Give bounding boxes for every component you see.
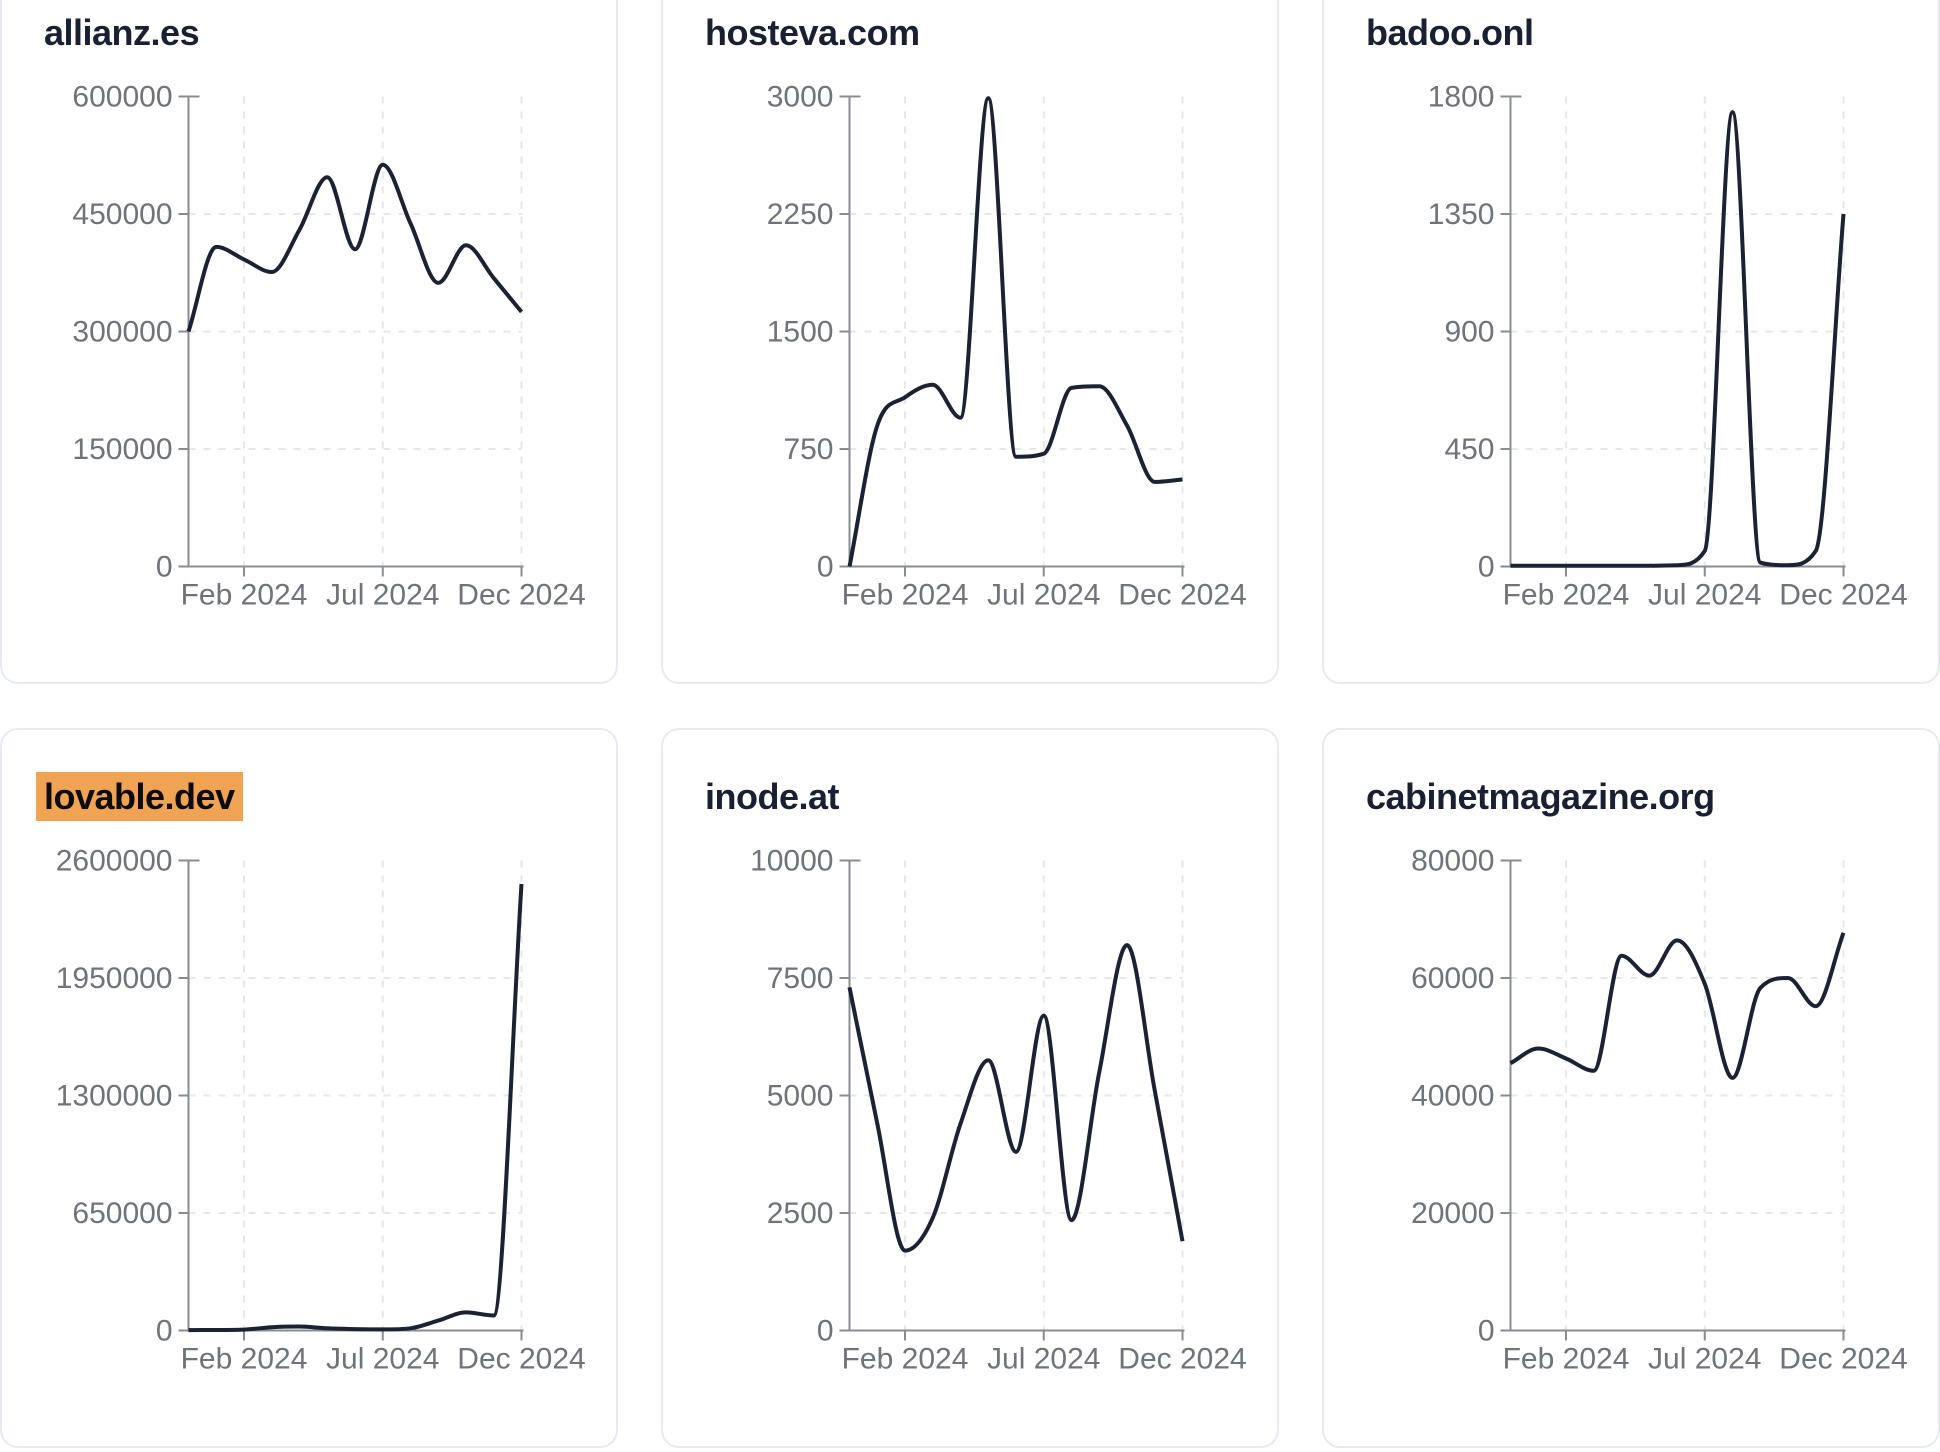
domain-label: cabinetmagazine.org [1366,776,1715,817]
y-tick-label: 10000 [750,845,833,878]
chart-title: lovable.dev [36,772,243,821]
chart-card-hosteva: hosteva.com 0 750 1500 2250 3000 Feb 2024 Jul … [661,0,1279,684]
traffic-line-chart: 0 450 900 1350 1800 Feb 2024 Jul 2024 Dec 2024 [1428,81,1908,612]
axes [839,859,1185,1341]
chart-card-badoo: badoo.onl 0 450 900 1350 1800 Feb 2024 Jul 202… [1322,0,1940,684]
gridlines [1510,860,1845,1331]
chart-card-cabinetmagazine: cabinetmagazine.org 0 20000 40000 60000 8000… [1322,728,1940,1448]
x-tick-label: Feb 2024 [842,579,969,612]
gridlines [188,860,523,1331]
y-tick-label: 0 [1478,1315,1495,1348]
data-line [1509,932,1846,1080]
y-tick-label: 0 [156,1315,173,1348]
traffic-line-chart: 0 20000 40000 60000 80000 Feb 2024 Jul 2024 Dec… [1411,845,1908,1376]
domain-label: allianz.es [44,12,200,53]
x-tick-label: Jul 2024 [987,579,1100,612]
chart-title: hosteva.com [705,12,920,53]
traffic-line-chart: 0 150000 300000 450000 600000 Feb 2024 Jul 202… [72,81,585,612]
gridlines [1510,96,1845,567]
y-tick-label: 60000 [1411,962,1494,995]
y-tick-label: 1800 [1428,81,1495,114]
axes [178,95,524,577]
y-tick-label: 450 [1444,433,1494,466]
domain-label: badoo.onl [1366,12,1534,53]
y-tick-label: 450000 [72,198,172,231]
traffic-line-chart: 0 2500 5000 7500 10000 Feb 2024 Jul 2024 Dec 20… [750,845,1247,1376]
x-tick-label: Dec 2024 [457,579,585,612]
chart-card-inode: inode.at 0 2500 5000 7500 10000 Feb 2024 Jul 2… [661,728,1279,1448]
x-tick-label: Jul 2024 [326,579,439,612]
chart-title: inode.at [705,776,840,817]
y-tick-label: 1500 [767,316,834,349]
tick-labels: 0 2500 5000 7500 10000 Feb 2024 Jul 2024 Dec 20… [750,845,1247,1376]
x-tick-label: Feb 2024 [181,1343,308,1376]
tick-labels: 0 450 900 1350 1800 Feb 2024 Jul 2024 Dec 2024 [1428,81,1908,612]
data-line [847,96,1183,567]
y-tick-label: 600000 [72,81,172,114]
y-tick-label: 1300000 [56,1080,173,1113]
x-tick-label: Jul 2024 [1648,1343,1761,1376]
y-tick-label: 1350 [1428,198,1495,231]
domain-label: hosteva.com [705,12,920,53]
x-tick-label: Jul 2024 [326,1343,439,1376]
x-tick-label: Feb 2024 [1503,1343,1630,1376]
traffic-line-chart: 0 750 1500 2250 3000 Feb 2024 Jul 2024 Dec 2024 [767,81,1247,612]
x-tick-label: Feb 2024 [1503,579,1630,612]
gridlines [849,860,1184,1331]
tick-labels: 0 650000 1300000 1950000 2600000 Feb 2024 Jul … [56,845,586,1376]
gridlines [849,96,1184,567]
y-tick-label: 0 [156,551,173,584]
x-tick-label: Dec 2024 [457,1343,585,1376]
chart-card-allianz: allianz.es 0 150000 300000 450000 600000 Feb … [0,0,618,684]
x-tick-label: Jul 2024 [1648,579,1761,612]
chart-title: cabinetmagazine.org [1366,776,1715,817]
chart-title: allianz.es [44,12,200,53]
gridlines [188,96,523,567]
data-line [847,943,1185,1253]
y-tick-label: 2500 [767,1197,834,1230]
y-tick-label: 0 [817,1315,834,1348]
tick-labels: 0 750 1500 2250 3000 Feb 2024 Jul 2024 Dec 2024 [767,81,1247,612]
traffic-line-chart: 0 650000 1300000 1950000 2600000 Feb 2024 Jul … [56,845,586,1376]
tick-labels: 0 150000 300000 450000 600000 Feb 2024 Jul 202… [72,81,585,612]
y-tick-label: 750 [783,433,833,466]
axes [839,95,1185,577]
x-tick-label: Dec 2024 [1779,1343,1907,1376]
y-tick-label: 20000 [1411,1197,1494,1230]
x-tick-label: Feb 2024 [842,1343,969,1376]
y-tick-label: 5000 [767,1080,834,1113]
axes [1500,95,1846,577]
y-tick-label: 7500 [767,962,834,995]
y-tick-label: 150000 [72,433,172,466]
y-tick-label: 0 [817,551,834,584]
x-tick-label: Jul 2024 [987,1343,1100,1376]
data-line [186,162,524,333]
domain-label-highlighted: lovable.dev [36,772,243,821]
y-tick-label: 3000 [767,81,834,114]
y-tick-label: 1950000 [56,962,173,995]
data-line [188,883,524,1333]
y-tick-label: 650000 [72,1197,172,1230]
y-tick-label: 2250 [767,198,834,231]
y-tick-label: 40000 [1411,1080,1494,1113]
y-tick-label: 2600000 [56,845,173,878]
data-line [1510,110,1846,568]
y-tick-label: 300000 [72,316,172,349]
x-tick-label: Dec 2024 [1118,1343,1246,1376]
y-tick-label: 80000 [1411,845,1494,878]
x-tick-label: Feb 2024 [181,579,308,612]
domain-label: inode.at [705,776,840,817]
y-tick-label: 0 [1478,551,1495,584]
axes [1500,859,1846,1341]
chart-card-lovable: lovable.dev 0 650000 1300000 1950000 2600000… [0,728,618,1448]
x-tick-label: Dec 2024 [1118,579,1246,612]
chart-title: badoo.onl [1366,12,1534,53]
tick-labels: 0 20000 40000 60000 80000 Feb 2024 Jul 2024 Dec… [1411,845,1908,1376]
axes [178,859,524,1341]
x-tick-label: Dec 2024 [1779,579,1907,612]
y-tick-label: 900 [1444,316,1494,349]
